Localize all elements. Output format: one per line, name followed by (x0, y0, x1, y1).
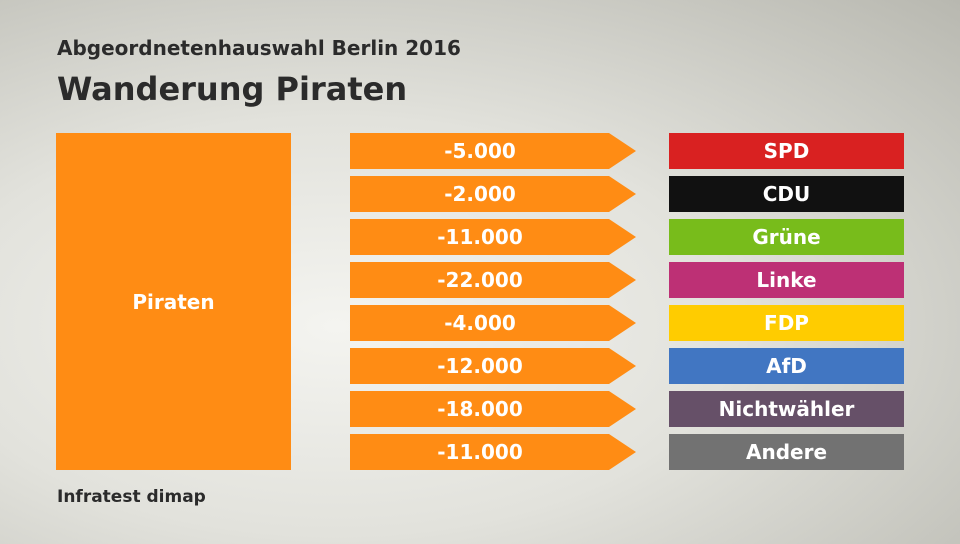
party-box: CDU (669, 176, 904, 212)
flow-row: -2.000 CDU (350, 176, 905, 212)
party-box: Andere (669, 434, 904, 470)
party-box: SPD (669, 133, 904, 169)
flow-row: -12.000 AfD (350, 348, 905, 384)
flow-row: -4.000 FDP (350, 305, 905, 341)
flow-arrow: -11.000 (350, 219, 636, 255)
flow-row: -11.000 Grüne (350, 219, 905, 255)
party-box: FDP (669, 305, 904, 341)
flow-arrow: -18.000 (350, 391, 636, 427)
party-box: Nichtwähler (669, 391, 904, 427)
flow-row: -18.000 Nichtwähler (350, 391, 905, 427)
flow-arrow: -5.000 (350, 133, 636, 169)
source-party-box: Piraten (56, 133, 291, 470)
flow-arrow: -12.000 (350, 348, 636, 384)
party-box: Grüne (669, 219, 904, 255)
flow-arrow: -4.000 (350, 305, 636, 341)
party-box: Linke (669, 262, 904, 298)
flow-row: -5.000 SPD (350, 133, 905, 169)
flow-arrow: -11.000 (350, 434, 636, 470)
flow-arrow: -2.000 (350, 176, 636, 212)
party-box: AfD (669, 348, 904, 384)
flow-row: -22.000 Linke (350, 262, 905, 298)
source-credit: Infratest dimap (57, 487, 206, 507)
flow-arrow: -22.000 (350, 262, 636, 298)
page-title: Wanderung Piraten (57, 70, 408, 108)
subtitle: Abgeordnetenhauswahl Berlin 2016 (57, 36, 461, 60)
flow-row: -11.000 Andere (350, 434, 905, 470)
